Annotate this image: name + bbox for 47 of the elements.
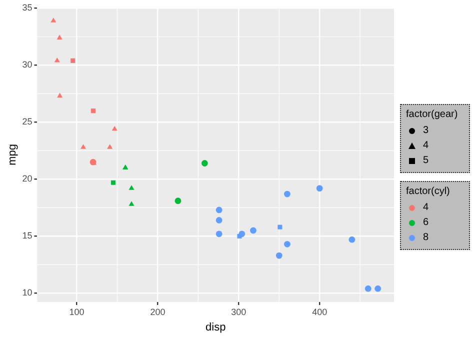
point <box>276 252 282 259</box>
point <box>70 58 76 63</box>
y-axis-title: mpg <box>6 144 19 166</box>
point <box>90 108 96 114</box>
legend-label: 4 <box>423 202 429 213</box>
point <box>80 144 86 149</box>
point <box>284 190 290 198</box>
x-tick-label: 300 <box>231 306 246 317</box>
y-tick-label: 15 <box>22 230 32 241</box>
point <box>107 144 113 149</box>
point <box>284 240 290 248</box>
point <box>216 217 222 224</box>
y-tick-label: 10 <box>22 288 32 298</box>
point <box>278 224 282 230</box>
text: factor(cyl) <box>406 186 450 197</box>
y-tick-label: 25 <box>22 116 32 127</box>
point <box>54 57 60 62</box>
point <box>238 230 246 238</box>
point <box>201 160 208 166</box>
text: factor(gear) <box>406 109 458 120</box>
x-tick-label: 200 <box>150 306 166 317</box>
point <box>216 230 222 238</box>
point <box>316 185 323 192</box>
x-tick-label: 400 <box>312 306 328 317</box>
point <box>57 92 63 98</box>
point <box>112 126 118 131</box>
point <box>128 185 134 190</box>
point <box>174 198 182 204</box>
y-tick-label: 35 <box>22 2 32 13</box>
legend-label: 5 <box>423 155 429 166</box>
point <box>374 285 382 292</box>
x-tick-label: 100 <box>69 306 84 317</box>
legend-label: 4 <box>423 140 429 151</box>
point <box>216 206 222 214</box>
point <box>364 285 372 292</box>
legend-label: 6 <box>423 217 429 228</box>
y-tick-label: 20 <box>22 174 32 184</box>
y-tick-label: 30 <box>22 60 32 70</box>
point <box>250 227 256 234</box>
x-axis-title: disp <box>206 321 226 334</box>
point <box>110 180 116 185</box>
point <box>348 236 356 243</box>
point <box>50 18 56 22</box>
legend-label: 8 <box>423 232 429 243</box>
point <box>128 201 134 206</box>
point <box>56 34 62 40</box>
legend-label: 3 <box>423 125 429 136</box>
